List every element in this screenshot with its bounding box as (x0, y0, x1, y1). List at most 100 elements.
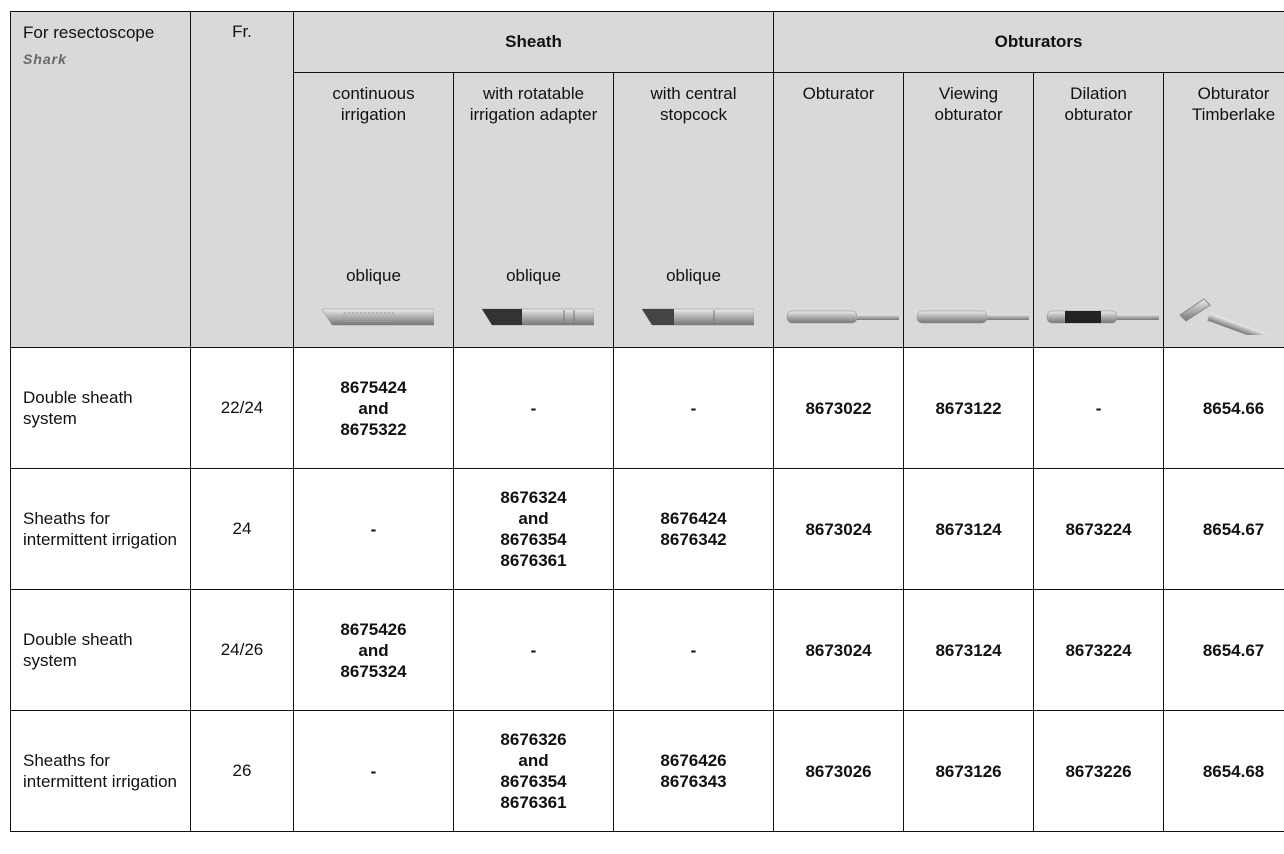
article-cell: - (612, 347, 775, 469)
article-number: 8673022 (805, 398, 872, 418)
article-cell: 8654.67 (1163, 468, 1284, 590)
article-number: 8673124 (935, 519, 1002, 539)
article-number: 8654.68 (1202, 761, 1265, 781)
table-body: For resectoscope Shark Fr. Sheath Obturat… (10, 11, 1284, 832)
article-number: 8675424 (340, 377, 407, 397)
fr-value: 24/26 (220, 640, 264, 659)
fr-cell: 24/26 (190, 589, 294, 711)
article-cell: 8673124 (903, 589, 1035, 711)
article-cell: 8654.68 (1163, 710, 1284, 832)
article-number: 8676426 (660, 751, 727, 770)
article-cell: 8654.67 (1163, 589, 1284, 711)
article-cell: - (1033, 347, 1165, 469)
table-row: Double sheath system 24/26 8675426 and 86753… (10, 589, 1284, 711)
article-number: and (518, 751, 549, 770)
table-row: Sheaths for intermittent irrigation 26 - 86… (10, 710, 1284, 832)
subheader-text: with central stopcock (650, 84, 737, 124)
article-number: 8675322 (340, 419, 407, 439)
subheader-cell: Dilation obturator (1033, 72, 1165, 348)
row-label: Double sheath system (23, 630, 133, 670)
article-cell: - (293, 468, 454, 590)
article-cell: 8676426 8676343 (612, 710, 775, 832)
article-cell: 8654.66 (1163, 347, 1284, 469)
row-label: Sheaths for intermittent irrigation (23, 751, 178, 791)
article-number: - (690, 640, 697, 660)
table-row: Double sheath system 22/24 8675424 and 86753… (10, 347, 1284, 469)
article-number: 8673024 (805, 519, 872, 539)
article-number: 8676343 (660, 772, 727, 791)
fr-value: 26 (232, 761, 252, 780)
article-cell: - (453, 589, 614, 711)
article-cell: 8673122 (903, 347, 1035, 469)
article-number: 8676361 (500, 793, 567, 812)
article-number: 8673124 (935, 640, 1002, 660)
subheader-text: Obturator Timberlake (1191, 84, 1276, 124)
subheader-text: Dilation obturator (1064, 84, 1133, 124)
article-number: 8654.67 (1202, 519, 1265, 539)
tip-label: oblique (346, 266, 401, 285)
article-number: 8676424 (660, 509, 727, 528)
article-number: 8673126 (935, 761, 1002, 781)
header-text: For resectoscope (23, 23, 155, 42)
row-label-cell: Sheaths for intermittent irrigation (10, 710, 191, 832)
article-cell: 8673024 (773, 468, 905, 590)
article-number: 8676354 (500, 530, 567, 549)
fr-value: 22/24 (220, 398, 264, 417)
subheader-text: Obturator (802, 84, 875, 103)
article-number: 8654.66 (1202, 398, 1265, 418)
article-cell: 8673022 (773, 347, 905, 469)
subheader-cell: Obturator Timberlake (1163, 72, 1284, 348)
article-number: - (1095, 398, 1102, 418)
article-number: and (518, 509, 549, 528)
article-cell: - (612, 589, 775, 711)
article-number: 8676326 (500, 730, 567, 749)
row-label-cell: Sheaths for intermittent irrigation (10, 468, 191, 590)
header-cell: Fr. (190, 11, 294, 348)
header-text: Sheath (505, 32, 562, 51)
fr-cell: 22/24 (190, 347, 294, 469)
article-number: and (358, 640, 389, 660)
subheader-text: Viewing obturator (934, 84, 1003, 124)
article-number: - (530, 398, 537, 418)
subheader-cell: Obturator (773, 72, 905, 348)
instrument-image (786, 310, 899, 324)
row-label-cell: Double sheath system (10, 589, 191, 711)
article-cell: 8673126 (903, 710, 1035, 832)
article-number: 8673224 (1065, 640, 1132, 660)
instrument-image (321, 308, 434, 326)
article-cell: - (453, 347, 614, 469)
article-cell: 8675424 and 8675322 (293, 347, 454, 469)
article-cell: 8673224 (1033, 589, 1165, 711)
table-row: Sheaths for intermittent irrigation 24 - 86… (10, 468, 1284, 590)
article-number: 8676342 (660, 530, 727, 549)
fr-value: 24 (232, 519, 252, 538)
article-number: - (370, 761, 377, 781)
article-number: 8676354 (500, 772, 567, 791)
instrument-image (481, 308, 594, 326)
subheader-text: continuous irrigation (332, 84, 415, 124)
article-cell: 8673224 (1033, 468, 1165, 590)
subheader-cell: with rotatable irrigation adapter oblique (453, 72, 614, 348)
article-number: 8676324 (500, 488, 567, 507)
article-number: - (530, 640, 537, 660)
group-header: Obturators (773, 11, 1284, 73)
header-text: Obturators (994, 32, 1083, 51)
article-number: - (370, 519, 377, 539)
article-cell: 8673226 (1033, 710, 1165, 832)
article-number: 8673224 (1065, 519, 1132, 539)
header-cell: For resectoscope Shark (10, 11, 191, 348)
article-number: 8654.67 (1202, 640, 1265, 660)
article-number: 8675324 (340, 661, 407, 681)
article-number: - (690, 398, 697, 418)
article-cell: - (293, 710, 454, 832)
subheader-text: with rotatable irrigation adapter (469, 84, 598, 124)
subheader-cell: Viewing obturator (903, 72, 1035, 348)
article-number: 8673122 (935, 398, 1002, 418)
article-cell: 8675426 and 8675324 (293, 589, 454, 711)
group-header: Sheath (292, 11, 775, 73)
fr-cell: 24 (190, 468, 294, 590)
article-number: and (358, 398, 389, 418)
subheader-cell: continuous irrigation oblique (293, 72, 454, 348)
article-number: 8673226 (1065, 761, 1132, 781)
article-number: 8676361 (500, 551, 567, 570)
